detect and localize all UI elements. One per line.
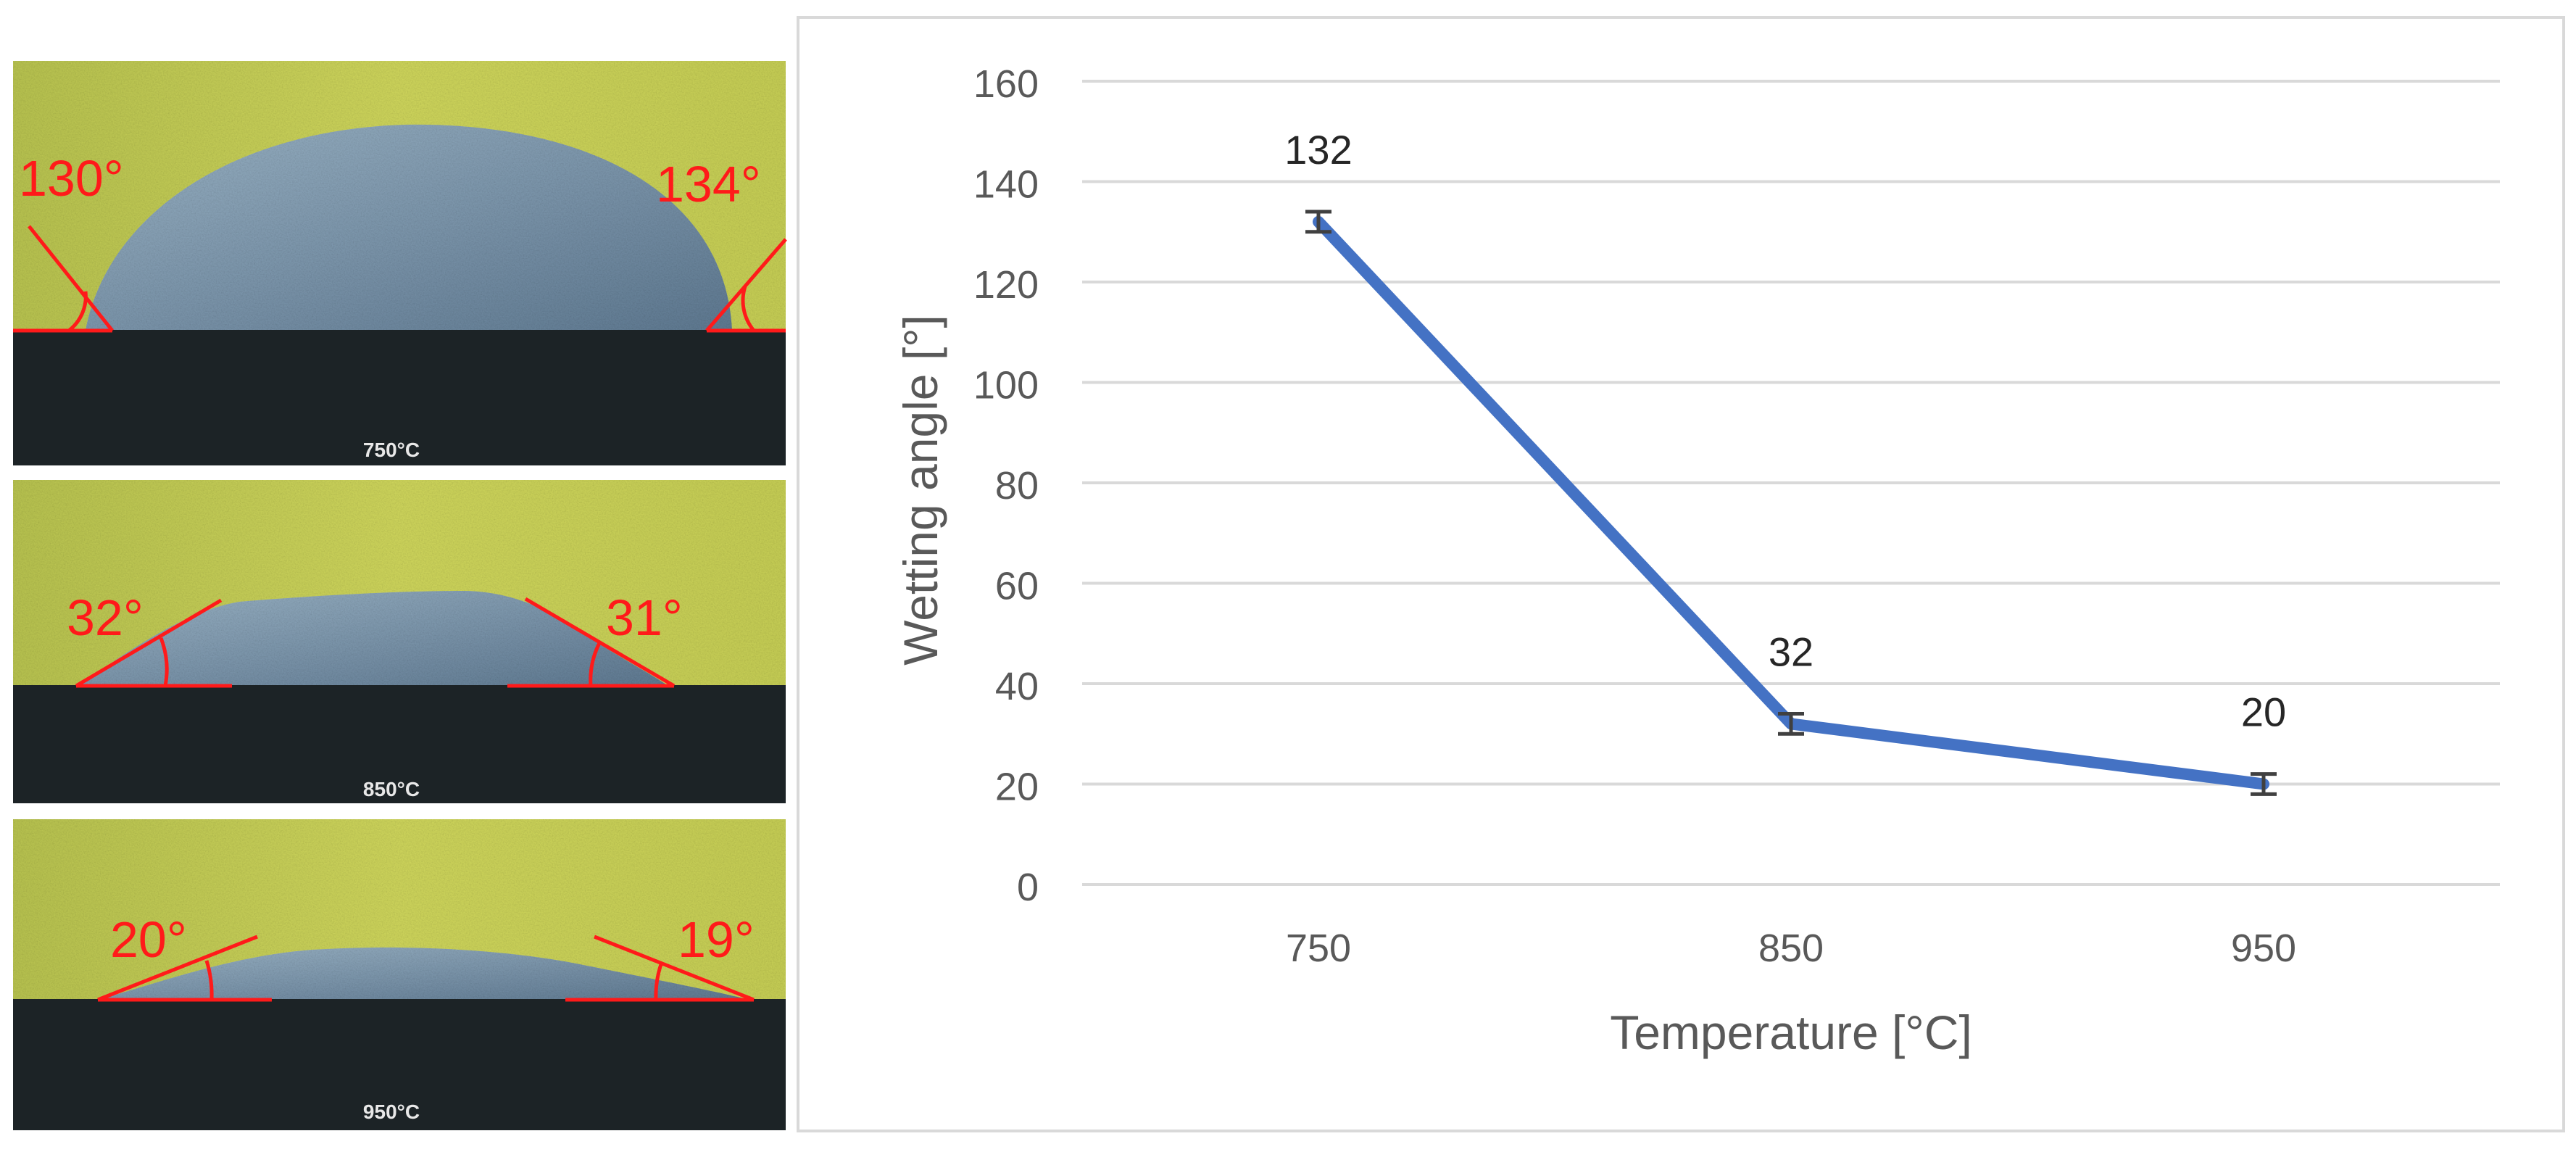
droplet-850 (80, 591, 667, 685)
y-tick-labels: 0 20 40 60 80 100 120 140 160 (973, 62, 1039, 909)
angle-label-850-left: 32° (67, 589, 144, 646)
y-tick-label-160: 160 (973, 62, 1039, 106)
angle-label-850-right: 31° (606, 589, 683, 646)
droplet-950 (101, 947, 747, 999)
y-tick-label-40: 40 (995, 665, 1039, 708)
x-tick-label-950: 950 (2231, 927, 2296, 970)
temp-label-850: 850°C (363, 778, 420, 800)
data-label-750: 132 (1284, 127, 1352, 173)
data-labels: 132 32 20 (1284, 127, 2286, 735)
y-tick-label-60: 60 (995, 565, 1039, 608)
angle-label-750-left: 130° (19, 150, 124, 207)
data-label-950: 20 (2241, 689, 2286, 735)
y-axis-title: Wetting angle [°] (894, 315, 947, 666)
angle-label-950-right: 19° (678, 911, 755, 968)
series-line (1313, 215, 2269, 790)
y-tick-label-100: 100 (973, 364, 1039, 407)
photo-950: 20° 19° 950°C (13, 819, 786, 1130)
y-tick-label-80: 80 (995, 464, 1039, 507)
x-tick-labels: 750 850 950 (1286, 927, 2296, 970)
photo-850: 32° 31° 850°C (13, 480, 786, 803)
y-tick-label-120: 120 (973, 263, 1039, 307)
photo-750: 130° 134° 750°C (13, 61, 787, 465)
data-label-850: 32 (1769, 629, 1813, 674)
x-axis-title: Temperature [°C] (1610, 1006, 1972, 1059)
series-wetting-angle (1313, 215, 2269, 790)
chart-panel: 0 20 40 60 80 100 120 140 160 750 850 950 132 32 20 … (797, 16, 2565, 1132)
x-tick-label-850: 850 (1758, 927, 1824, 970)
angle-label-950-left: 20° (110, 911, 187, 968)
x-tick-label-750: 750 (1286, 927, 1351, 970)
y-tick-label-20: 20 (995, 766, 1039, 809)
error-bars (1305, 210, 2277, 796)
droplet-750 (86, 124, 732, 330)
gridlines (1082, 80, 2500, 886)
droplet-photo-panel: 130° 134° 750°C 32° 31° 850°C (13, 61, 787, 1130)
temp-label-950: 950°C (363, 1101, 420, 1123)
angle-label-750-right: 134° (656, 156, 761, 212)
y-tick-label-140: 140 (973, 163, 1039, 207)
y-tick-label-0: 0 (1017, 866, 1039, 909)
temp-label-750: 750°C (363, 439, 420, 461)
